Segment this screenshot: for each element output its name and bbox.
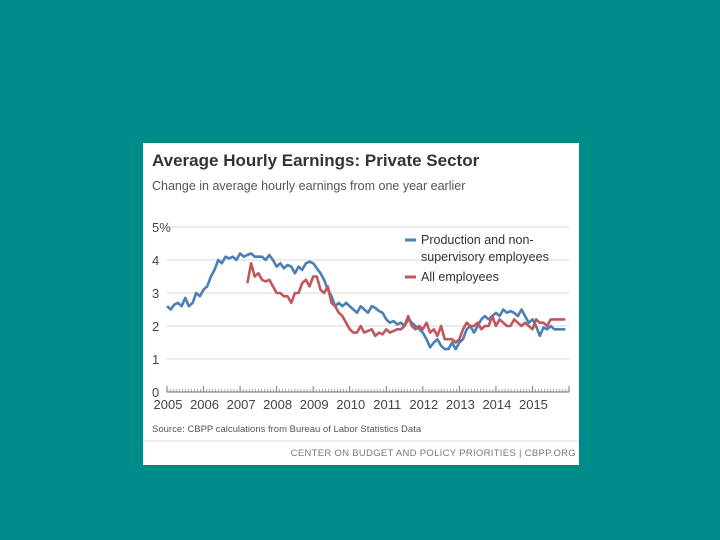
y-tick-label: 5% (152, 220, 171, 235)
x-tick-label: 2012 (409, 397, 438, 412)
legend: Production and non-supervisory employees… (405, 233, 549, 284)
chart-footer: CENTER ON BUDGET AND POLICY PRIORITIES |… (291, 448, 576, 459)
y-tick-label: 1 (152, 352, 159, 367)
chart-source: Source: CBPP calculations from Bureau of… (152, 424, 422, 435)
y-tick-label: 4 (152, 253, 159, 268)
x-tick-label: 2005 (154, 397, 183, 412)
x-tick-label: 2008 (263, 397, 292, 412)
chart-svg: Average Hourly Earnings: Private Sector … (143, 151, 579, 459)
y-axis-ticks: 0 1 2 3 4 5% (152, 220, 171, 400)
chart-title: Average Hourly Earnings: Private Sector (152, 151, 480, 170)
x-tick-label: 2015 (519, 397, 548, 412)
legend-label: All employees (421, 270, 499, 284)
chart-card: Average Hourly Earnings: Private Sector … (143, 143, 579, 465)
y-tick-label: 0 (152, 385, 159, 400)
y-tick-label: 2 (152, 319, 159, 334)
x-tick-label: 2013 (446, 397, 475, 412)
x-tick-label: 2006 (190, 397, 219, 412)
x-tick-label: 2011 (373, 397, 401, 412)
x-tick-label: 2009 (300, 397, 329, 412)
x-axis-minor-ticks (166, 386, 570, 392)
y-tick-label: 3 (152, 286, 159, 301)
x-tick-label: 2014 (482, 397, 511, 412)
series-layer (166, 252, 566, 351)
x-tick-label: 2010 (336, 397, 365, 412)
x-tick-label: 2007 (227, 397, 256, 412)
legend-label: supervisory employees (421, 250, 549, 264)
legend-label: Production and non- (421, 233, 534, 247)
series-line-all-employees (246, 262, 566, 344)
chart-subtitle: Change in average hourly earnings from o… (152, 179, 465, 193)
series-line-production (166, 252, 566, 351)
x-axis-ticks: 2005 2006 2007 2008 2009 2010 2011 2012 2013 2014… (154, 397, 548, 412)
